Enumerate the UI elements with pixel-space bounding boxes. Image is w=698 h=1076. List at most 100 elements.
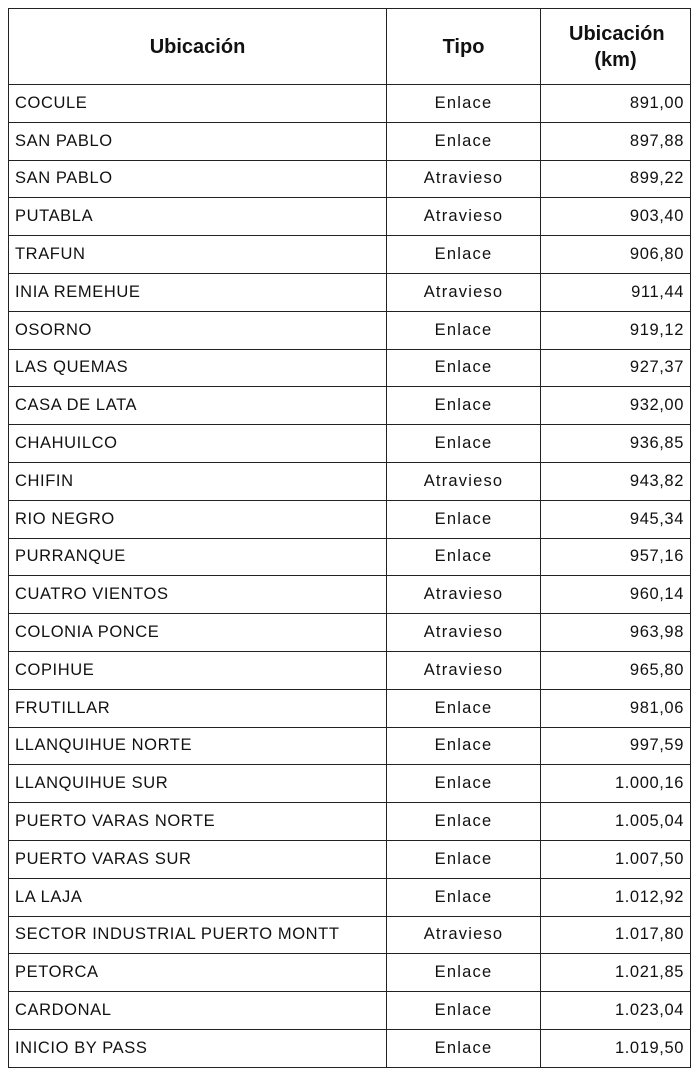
table-row: CASA DE LATA Enlace 932,00 [8,386,691,426]
table-cell: 1.000,16 [540,764,691,804]
table-cell: COLONIA PONCE [8,613,387,652]
table-cell: INIA REMEHUE [8,272,387,312]
table-cell: 981,06 [540,688,691,728]
table-cell: Enlace [386,877,541,917]
table-cell: 936,85 [540,424,691,463]
table-cell: 957,16 [540,537,691,577]
table-row: CARDONAL Enlace 1.023,04 [8,991,691,1030]
table-cell: Enlace [386,499,541,539]
table-cell: Enlace [386,839,541,879]
table-cell: Atravieso [386,272,541,312]
table-cell: SAN PABLO [8,121,387,161]
table-cell: 891,00 [540,84,691,123]
table-cell: Enlace [386,386,541,426]
table-cell: 1.005,04 [540,802,691,841]
table-cell: Atravieso [386,613,541,652]
table-cell: CUATRO VIENTOS [8,575,387,615]
table-row: SAN PABLO Atravieso 899,22 [8,159,691,199]
table-cell: PUERTO VARAS SUR [8,839,387,879]
table-cell: Atravieso [386,650,541,690]
table-cell: Enlace [386,235,541,274]
table-cell: Enlace [386,726,541,766]
table-cell: Enlace [386,310,541,350]
table-cell: LLANQUIHUE NORTE [8,726,387,766]
table-cell: Atravieso [386,915,541,955]
table-cell: 1.019,50 [540,1028,691,1068]
table-cell: Enlace [386,84,541,123]
table-cell: 906,80 [540,235,691,274]
table-row: TRAFUN Enlace 906,80 [8,235,691,274]
table-cell: Atravieso [386,197,541,237]
table-cell: PURRANQUE [8,537,387,577]
table-cell: 1.017,80 [540,915,691,955]
locations-table: Ubicación Tipo Ubicación (km) COCULE Enla… [8,8,691,1068]
header-cell: Ubicación (km) [540,8,691,85]
header-row: Ubicación Tipo Ubicación (km) [8,8,691,85]
table-cell: FRUTILLAR [8,688,387,728]
table-cell: Enlace [386,764,541,804]
table-cell: LAS QUEMAS [8,348,387,388]
table-cell: Enlace [386,991,541,1030]
table-cell: CHAHUILCO [8,424,387,463]
table-cell: 1.021,85 [540,953,691,993]
table-cell: TRAFUN [8,235,387,274]
table-body: COCULE Enlace 891,00 SAN PABLO Enlace 897,88 S… [8,84,691,1068]
table-cell: OSORNO [8,310,387,350]
table-cell: PETORCA [8,953,387,993]
table-cell: COPIHUE [8,650,387,690]
header-cell: Ubicación [8,8,387,85]
table-row: CHAHUILCO Enlace 936,85 [8,424,691,463]
table-cell: 965,80 [540,650,691,690]
table-row: RIO NEGRO Enlace 945,34 [8,499,691,539]
table-cell: 945,34 [540,499,691,539]
table-cell: 919,12 [540,310,691,350]
table-cell: Enlace [386,348,541,388]
table-cell: CARDONAL [8,991,387,1030]
table-cell: 927,37 [540,348,691,388]
table-row: PUTABLA Atravieso 903,40 [8,197,691,237]
table-cell: 997,59 [540,726,691,766]
table-row: COCULE Enlace 891,00 [8,84,691,123]
table-cell: 1.007,50 [540,839,691,879]
table-cell: PUTABLA [8,197,387,237]
table-row: PUERTO VARAS NORTE Enlace 1.005,04 [8,802,691,841]
table-row: SECTOR INDUSTRIAL PUERTO MONTT Atravieso 1… [8,915,691,955]
table-cell: 960,14 [540,575,691,615]
table-row: FRUTILLAR Enlace 981,06 [8,688,691,728]
table-row: INIA REMEHUE Atravieso 911,44 [8,272,691,312]
table-cell: Atravieso [386,575,541,615]
table-row: INICIO BY PASS Enlace 1.019,50 [8,1028,691,1068]
table-cell: 899,22 [540,159,691,199]
table-cell: RIO NEGRO [8,499,387,539]
table-cell: Atravieso [386,461,541,501]
table-cell: Enlace [386,424,541,463]
table-row: PUERTO VARAS SUR Enlace 1.007,50 [8,839,691,879]
table-cell: LA LAJA [8,877,387,917]
table-row: SAN PABLO Enlace 897,88 [8,121,691,161]
table-cell: Enlace [386,802,541,841]
table-row: LAS QUEMAS Enlace 927,37 [8,348,691,388]
table-cell: Atravieso [386,159,541,199]
table-cell: SECTOR INDUSTRIAL PUERTO MONTT [8,915,387,955]
table-cell: 903,40 [540,197,691,237]
table-row: OSORNO Enlace 919,12 [8,310,691,350]
table-row: PURRANQUE Enlace 957,16 [8,537,691,577]
table-row: COPIHUE Atravieso 965,80 [8,650,691,690]
table-row: LLANQUIHUE SUR Enlace 1.000,16 [8,764,691,804]
table-cell: 911,44 [540,272,691,312]
table-row: CHIFIN Atravieso 943,82 [8,461,691,501]
table-cell: Enlace [386,688,541,728]
table-cell: 1.012,92 [540,877,691,917]
table-row: CUATRO VIENTOS Atravieso 960,14 [8,575,691,615]
table-row: LLANQUIHUE NORTE Enlace 997,59 [8,726,691,766]
table-cell: CASA DE LATA [8,386,387,426]
table-header: Ubicación Tipo Ubicación (km) [8,8,691,85]
table-cell: LLANQUIHUE SUR [8,764,387,804]
table-cell: COCULE [8,84,387,123]
table-row: COLONIA PONCE Atravieso 963,98 [8,613,691,652]
table-cell: 963,98 [540,613,691,652]
table-cell: PUERTO VARAS NORTE [8,802,387,841]
table-cell: Enlace [386,537,541,577]
table-cell: Enlace [386,953,541,993]
